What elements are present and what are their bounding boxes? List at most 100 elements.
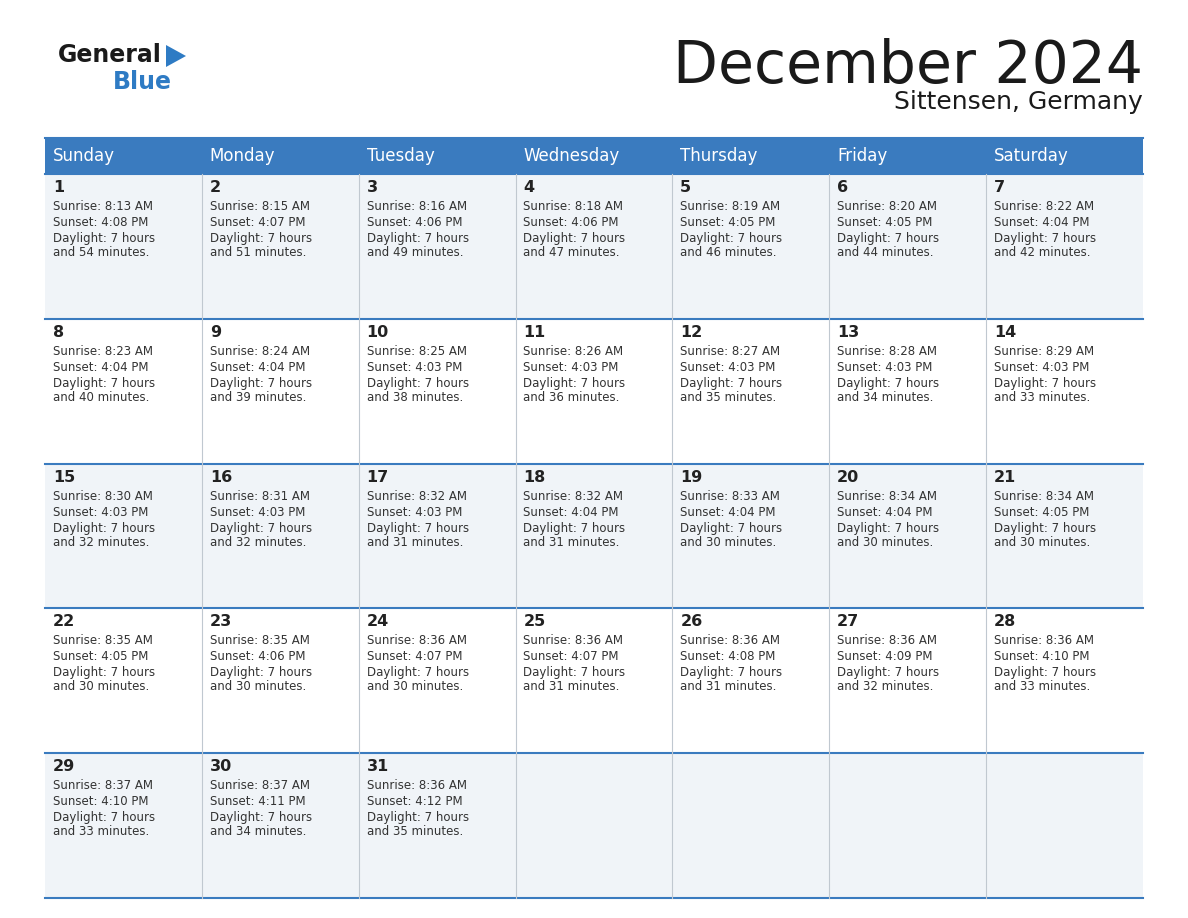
Text: 27: 27 <box>838 614 859 630</box>
Text: Sunrise: 8:36 AM: Sunrise: 8:36 AM <box>838 634 937 647</box>
Text: Sunrise: 8:19 AM: Sunrise: 8:19 AM <box>681 200 781 213</box>
Text: and 36 minutes.: and 36 minutes. <box>524 391 620 404</box>
Text: Sunrise: 8:16 AM: Sunrise: 8:16 AM <box>367 200 467 213</box>
Text: and 31 minutes.: and 31 minutes. <box>524 680 620 693</box>
Text: Sunrise: 8:34 AM: Sunrise: 8:34 AM <box>838 489 937 502</box>
Text: Sunrise: 8:36 AM: Sunrise: 8:36 AM <box>994 634 1094 647</box>
Text: and 51 minutes.: and 51 minutes. <box>210 246 307 259</box>
Text: Sunset: 4:03 PM: Sunset: 4:03 PM <box>838 361 933 374</box>
Text: Daylight: 7 hours: Daylight: 7 hours <box>52 521 154 534</box>
Text: Sunrise: 8:30 AM: Sunrise: 8:30 AM <box>52 489 153 502</box>
Text: Sunset: 4:08 PM: Sunset: 4:08 PM <box>681 650 776 664</box>
Text: and 32 minutes.: and 32 minutes. <box>838 680 934 693</box>
Text: Sunrise: 8:36 AM: Sunrise: 8:36 AM <box>681 634 781 647</box>
Text: Daylight: 7 hours: Daylight: 7 hours <box>838 666 940 679</box>
Text: 30: 30 <box>210 759 232 774</box>
Text: Sunrise: 8:20 AM: Sunrise: 8:20 AM <box>838 200 937 213</box>
Text: Saturday: Saturday <box>994 147 1069 165</box>
Text: 22: 22 <box>52 614 75 630</box>
Text: Sunrise: 8:36 AM: Sunrise: 8:36 AM <box>524 634 624 647</box>
Text: Sunrise: 8:26 AM: Sunrise: 8:26 AM <box>524 345 624 358</box>
Text: Sunday: Sunday <box>52 147 115 165</box>
Text: and 31 minutes.: and 31 minutes. <box>524 535 620 549</box>
Text: Daylight: 7 hours: Daylight: 7 hours <box>52 232 154 245</box>
Text: 31: 31 <box>367 759 388 774</box>
Text: Daylight: 7 hours: Daylight: 7 hours <box>994 376 1097 390</box>
Text: and 30 minutes.: and 30 minutes. <box>838 535 934 549</box>
Text: Daylight: 7 hours: Daylight: 7 hours <box>838 376 940 390</box>
Text: 4: 4 <box>524 180 535 195</box>
Text: Daylight: 7 hours: Daylight: 7 hours <box>367 521 469 534</box>
Text: Daylight: 7 hours: Daylight: 7 hours <box>210 666 311 679</box>
Text: Sunrise: 8:37 AM: Sunrise: 8:37 AM <box>210 779 310 792</box>
Text: 16: 16 <box>210 470 232 485</box>
Text: Daylight: 7 hours: Daylight: 7 hours <box>52 376 154 390</box>
Text: and 30 minutes.: and 30 minutes. <box>994 535 1091 549</box>
Text: 11: 11 <box>524 325 545 340</box>
Text: Daylight: 7 hours: Daylight: 7 hours <box>210 376 311 390</box>
Text: 8: 8 <box>52 325 64 340</box>
Text: and 42 minutes.: and 42 minutes. <box>994 246 1091 259</box>
Text: 14: 14 <box>994 325 1016 340</box>
Text: and 33 minutes.: and 33 minutes. <box>994 391 1091 404</box>
Text: Sunset: 4:04 PM: Sunset: 4:04 PM <box>838 506 933 519</box>
Text: 9: 9 <box>210 325 221 340</box>
Text: 21: 21 <box>994 470 1016 485</box>
Text: Daylight: 7 hours: Daylight: 7 hours <box>524 521 626 534</box>
Text: Sunrise: 8:24 AM: Sunrise: 8:24 AM <box>210 345 310 358</box>
Text: Sunset: 4:03 PM: Sunset: 4:03 PM <box>52 506 148 519</box>
Text: Daylight: 7 hours: Daylight: 7 hours <box>838 232 940 245</box>
Text: 25: 25 <box>524 614 545 630</box>
Text: Sunrise: 8:28 AM: Sunrise: 8:28 AM <box>838 345 937 358</box>
Text: Sunrise: 8:18 AM: Sunrise: 8:18 AM <box>524 200 624 213</box>
Text: Sunset: 4:05 PM: Sunset: 4:05 PM <box>838 216 933 229</box>
Text: and 30 minutes.: and 30 minutes. <box>367 680 463 693</box>
Text: Daylight: 7 hours: Daylight: 7 hours <box>681 232 783 245</box>
Bar <box>45 319 1143 464</box>
Bar <box>45 138 1143 174</box>
Text: Sunset: 4:05 PM: Sunset: 4:05 PM <box>52 650 148 664</box>
Bar <box>45 609 1143 753</box>
Bar <box>45 174 1143 319</box>
Text: 18: 18 <box>524 470 545 485</box>
Text: Sunrise: 8:37 AM: Sunrise: 8:37 AM <box>52 779 153 792</box>
Text: Sunrise: 8:33 AM: Sunrise: 8:33 AM <box>681 489 781 502</box>
Text: Sunrise: 8:25 AM: Sunrise: 8:25 AM <box>367 345 467 358</box>
Text: and 47 minutes.: and 47 minutes. <box>524 246 620 259</box>
Text: and 35 minutes.: and 35 minutes. <box>367 825 463 838</box>
Text: and 34 minutes.: and 34 minutes. <box>210 825 307 838</box>
Text: and 30 minutes.: and 30 minutes. <box>210 680 307 693</box>
Text: Thursday: Thursday <box>681 147 758 165</box>
Text: Daylight: 7 hours: Daylight: 7 hours <box>52 812 154 824</box>
Text: Daylight: 7 hours: Daylight: 7 hours <box>524 666 626 679</box>
Text: Sunset: 4:05 PM: Sunset: 4:05 PM <box>681 216 776 229</box>
Text: 20: 20 <box>838 470 859 485</box>
Text: and 46 minutes.: and 46 minutes. <box>681 246 777 259</box>
Text: Sunrise: 8:36 AM: Sunrise: 8:36 AM <box>367 779 467 792</box>
Text: Sunset: 4:06 PM: Sunset: 4:06 PM <box>367 216 462 229</box>
Text: Sunrise: 8:32 AM: Sunrise: 8:32 AM <box>524 489 624 502</box>
Text: 24: 24 <box>367 614 388 630</box>
Text: 26: 26 <box>681 614 702 630</box>
Text: and 44 minutes.: and 44 minutes. <box>838 246 934 259</box>
Text: and 35 minutes.: and 35 minutes. <box>681 391 777 404</box>
Text: Sunset: 4:05 PM: Sunset: 4:05 PM <box>994 506 1089 519</box>
Text: Sunrise: 8:23 AM: Sunrise: 8:23 AM <box>52 345 153 358</box>
Text: Daylight: 7 hours: Daylight: 7 hours <box>367 376 469 390</box>
Text: 10: 10 <box>367 325 388 340</box>
Text: and 54 minutes.: and 54 minutes. <box>52 246 150 259</box>
Text: Blue: Blue <box>113 70 172 94</box>
Text: and 33 minutes.: and 33 minutes. <box>994 680 1091 693</box>
Text: Sunset: 4:07 PM: Sunset: 4:07 PM <box>210 216 305 229</box>
Text: Sunset: 4:08 PM: Sunset: 4:08 PM <box>52 216 148 229</box>
Text: Daylight: 7 hours: Daylight: 7 hours <box>994 666 1097 679</box>
Text: Daylight: 7 hours: Daylight: 7 hours <box>367 666 469 679</box>
Text: Sunset: 4:03 PM: Sunset: 4:03 PM <box>210 506 305 519</box>
Text: and 32 minutes.: and 32 minutes. <box>52 535 150 549</box>
Text: Sunset: 4:06 PM: Sunset: 4:06 PM <box>524 216 619 229</box>
Text: Daylight: 7 hours: Daylight: 7 hours <box>681 521 783 534</box>
Text: and 38 minutes.: and 38 minutes. <box>367 391 463 404</box>
Text: Daylight: 7 hours: Daylight: 7 hours <box>994 232 1097 245</box>
Text: 28: 28 <box>994 614 1016 630</box>
Text: 19: 19 <box>681 470 702 485</box>
